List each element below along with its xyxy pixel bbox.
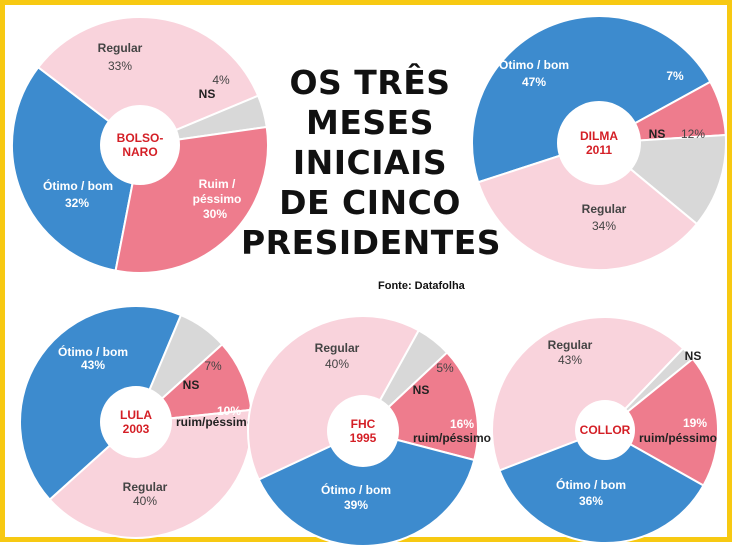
pie-center-hole	[327, 395, 399, 467]
value-label-regular: 34%	[592, 219, 616, 233]
value-label-otimo-bom: 43%	[81, 358, 105, 372]
category-label-otimo-bom: Ótimo / bom	[556, 477, 626, 492]
source-note: Fonte: Datafolha	[378, 280, 465, 292]
value-label-otimo-bom: 47%	[522, 75, 546, 89]
value-label-ns: 4%	[212, 73, 230, 87]
category-label-regular: Regular	[548, 338, 593, 352]
pie-chart-1: BOLSO-NARO Ótimo / bom 32% Regular 33% NS4% Ru…	[11, 16, 270, 274]
slice-otimo-bom	[19, 305, 183, 502]
category-label-otimo-bom: Ótimo / bom	[58, 344, 128, 359]
slice-otimo-bom	[11, 65, 142, 272]
slice-otimo-bom	[471, 15, 712, 184]
value-label-otimo-bom: 32%	[65, 196, 89, 210]
value-label-ns: 12%	[681, 127, 705, 141]
pie-center-hole	[100, 386, 172, 458]
value-label-regular: 43%	[558, 353, 582, 367]
category-label-ns: NS	[199, 87, 216, 101]
value-label-ruim-pessimo: 30%	[203, 207, 227, 221]
headline-line-5: PRESIDENTES	[241, 223, 502, 262]
value-label-ruim-pessimo: 16%	[450, 417, 474, 431]
pie-chart-2: DILMA 2011 Ótimo / bom 47% 7% NS 12% Regular 34%	[471, 15, 727, 271]
headline-line-1: OS TRÊS	[289, 63, 451, 102]
category-label-ruim-pessimo: ruim/péssimo	[413, 431, 491, 445]
slice-regular	[491, 316, 685, 472]
value-label-otimo-bom: 39%	[344, 498, 368, 512]
pie-center-hole	[575, 400, 635, 460]
category-label-ruim-pessimo: ruim/péssimo	[176, 415, 254, 429]
slice-regular	[247, 315, 421, 481]
category-label-ruim-pessimo: Ruim / péssimo	[193, 177, 242, 206]
slice-regular	[476, 141, 699, 271]
category-label-regular: Regular	[582, 202, 627, 216]
value-label-ruim-pessimo: 7%	[666, 69, 684, 83]
value-label-otimo-bom: 36%	[579, 494, 603, 508]
value-label-ruim-pessimo: 19%	[683, 416, 707, 430]
category-label-ns: NS	[685, 349, 702, 363]
value-label-ruim-pessimo: 10%	[217, 404, 241, 418]
category-label-ns: NS	[183, 378, 200, 392]
value-label-ns: 7%	[204, 359, 222, 373]
pie-center-hole	[557, 101, 641, 185]
president-label: LULA 2003	[120, 408, 152, 436]
category-label-ns: NS	[413, 383, 430, 397]
value-label-regular: 40%	[133, 494, 157, 508]
headline-line-4: DE CINCO	[279, 183, 461, 222]
category-label-otimo-bom: Ótimo / bom	[43, 178, 113, 193]
headline-line-2: MESES	[306, 103, 434, 142]
president-label: COLLOR	[580, 423, 631, 437]
slice-ruim-pessimo	[603, 357, 719, 487]
president-label: DILMA 2011	[580, 129, 618, 157]
president-label: FHC 1995	[350, 417, 377, 445]
category-label-otimo-bom: Ótimo / bom	[499, 57, 569, 72]
headline-line-3: INICIAIS	[292, 143, 448, 182]
category-label-regular: Regular	[98, 41, 143, 55]
category-label-ruim-pessimo: ruim/péssimo	[639, 431, 717, 445]
value-label-regular: 40%	[325, 357, 349, 371]
slice-regular	[36, 16, 260, 147]
category-label-otimo-bom: Ótimo / bom	[321, 482, 391, 497]
value-label-regular: 33%	[108, 59, 132, 73]
headline: OS TRÊS MESES INICIAIS DE CINCO PRESIDEN…	[241, 63, 502, 263]
category-label-regular: Regular	[123, 480, 168, 494]
president-label: BOLSO-NARO	[117, 131, 164, 159]
category-label-ns: NS	[649, 127, 666, 141]
pie-center-hole	[100, 105, 180, 185]
category-label-regular: Regular	[315, 341, 360, 355]
value-label-ns: 5%	[436, 361, 454, 375]
